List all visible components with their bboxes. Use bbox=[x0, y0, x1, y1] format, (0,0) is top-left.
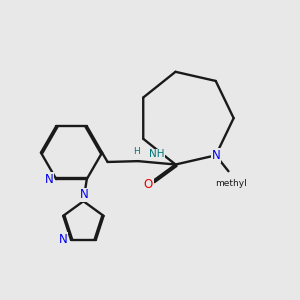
Text: N: N bbox=[59, 233, 68, 246]
Text: NH: NH bbox=[149, 149, 165, 159]
Text: O: O bbox=[144, 178, 153, 191]
Text: methyl: methyl bbox=[215, 178, 247, 188]
Text: N: N bbox=[80, 188, 88, 201]
Text: H: H bbox=[133, 147, 140, 156]
Text: N: N bbox=[212, 149, 220, 162]
Text: N: N bbox=[45, 172, 53, 186]
